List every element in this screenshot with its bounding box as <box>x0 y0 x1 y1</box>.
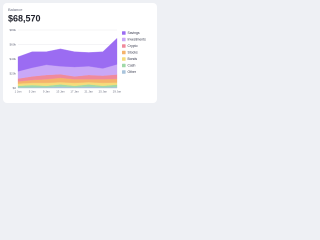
y-tick-label: $40k <box>9 57 16 61</box>
area <box>17 37 118 72</box>
y-tick-label: $20k <box>9 71 16 75</box>
legend-label: Savings <box>128 31 140 35</box>
x-tick-label: 13 Jan <box>56 90 65 94</box>
legend-swatch <box>122 70 126 74</box>
x-tick-label: 17 Jan <box>70 90 79 94</box>
y-tick-label: $60k <box>9 42 16 46</box>
legend-label: Bonds <box>128 57 138 61</box>
x-tick-label: 29 Jan <box>113 90 122 94</box>
x-tick-label: 1 Jan <box>15 90 22 94</box>
legend-label: Investments <box>128 37 147 41</box>
legend-label: Stocks <box>128 50 138 54</box>
legend-swatch <box>122 37 126 42</box>
legend-swatch <box>122 63 126 68</box>
legend-label: Crypto <box>128 44 138 48</box>
screen: Balance $68,570 $0 $20k $40k $60k $80k 1 Jan 5… <box>3 3 157 103</box>
legend-swatch <box>122 44 126 48</box>
y-tick-label: $0 <box>13 86 17 90</box>
x-tick-label: 5 Jan <box>29 90 36 94</box>
legend-swatch <box>122 31 126 35</box>
balance-label: Balance <box>8 7 23 12</box>
balance-amount: $68,570 <box>8 13 41 23</box>
x-tick-label: 25 Jan <box>99 90 108 94</box>
x-tick-label: 21 Jan <box>85 90 94 94</box>
y-tick-label: $80k <box>9 28 16 32</box>
legend-label: Other <box>128 70 137 74</box>
page: {"header": {"label": "Balance", "amount"… <box>0 0 160 106</box>
legend-label: Cash <box>128 63 136 67</box>
x-tick-label: 9 Jan <box>43 90 50 94</box>
legend-swatch <box>122 57 126 61</box>
legend-swatch <box>122 50 126 55</box>
